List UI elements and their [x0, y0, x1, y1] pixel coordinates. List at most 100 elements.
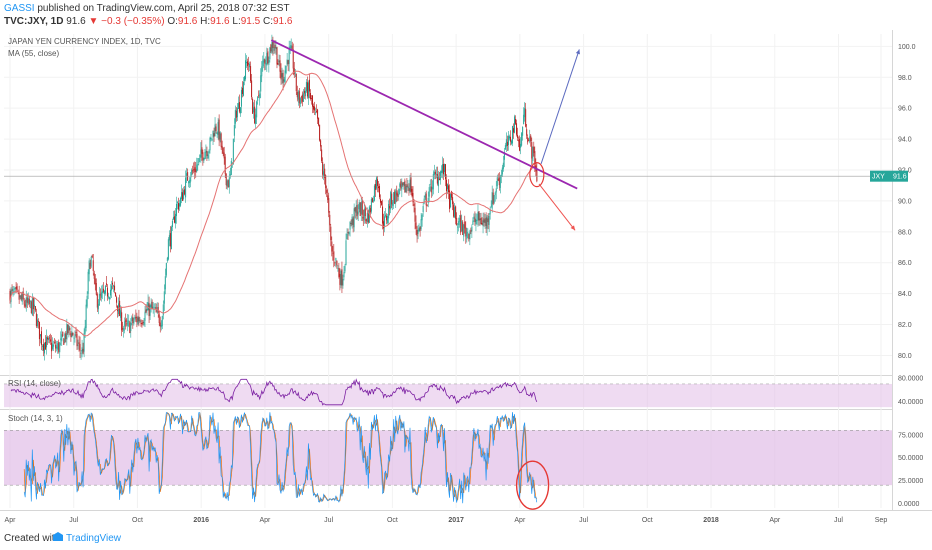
candle — [52, 344, 54, 349]
candle — [313, 105, 315, 110]
candle — [60, 338, 62, 341]
candle — [141, 323, 143, 325]
candle — [18, 293, 20, 300]
candle — [261, 66, 263, 77]
candle — [108, 297, 110, 300]
candle — [418, 228, 420, 231]
candle — [315, 112, 317, 114]
projection-up-arrow[interactable] — [540, 49, 580, 164]
candle — [159, 322, 161, 326]
candle — [267, 51, 269, 64]
candle — [57, 343, 59, 350]
ma-legend: MA (55, close) — [8, 49, 59, 58]
candle — [350, 223, 352, 225]
candle — [476, 220, 478, 221]
candle — [130, 322, 132, 332]
candle — [217, 122, 219, 135]
candle — [146, 308, 148, 311]
candle — [413, 203, 415, 206]
stoch-legend: Stoch (14, 3, 1) — [8, 414, 63, 423]
candle — [489, 208, 491, 215]
candle — [78, 342, 80, 344]
tradingview-brand[interactable]: TradingView — [66, 533, 122, 544]
candle — [253, 107, 255, 113]
candle — [35, 313, 37, 327]
candle — [92, 260, 94, 272]
candle — [15, 286, 17, 289]
candle — [374, 183, 376, 190]
candle — [196, 164, 198, 172]
candle — [397, 194, 399, 197]
candle — [502, 162, 504, 169]
candle — [431, 187, 433, 190]
candle — [166, 257, 168, 261]
candle — [225, 173, 227, 186]
candle — [236, 107, 238, 118]
candle — [435, 173, 437, 175]
candle — [490, 206, 492, 208]
candle — [359, 202, 361, 217]
candle — [209, 137, 211, 151]
candle — [301, 94, 303, 102]
highlight-circle-price[interactable] — [529, 162, 545, 188]
candle — [25, 297, 27, 307]
chart-canvas[interactable]: Apr Jul Oct 2016 Apr Jul Oct 2017 Apr Jul Oct 2018 A… — [0, 30, 932, 528]
x-tick-label: 2017 — [448, 517, 464, 524]
candle — [249, 63, 251, 68]
candle — [80, 352, 82, 354]
candle — [49, 337, 51, 339]
author-link[interactable]: GASSI — [4, 3, 35, 14]
candle — [310, 98, 312, 99]
candle — [194, 167, 196, 172]
candle — [320, 140, 322, 147]
candle — [407, 186, 409, 189]
candle — [233, 125, 235, 136]
candle — [372, 200, 374, 202]
candle — [303, 90, 305, 94]
candle — [353, 208, 355, 228]
candle — [126, 323, 128, 325]
candle — [434, 171, 436, 175]
rsi-line — [10, 378, 538, 406]
candle — [385, 214, 387, 217]
candle — [211, 138, 213, 140]
candle — [408, 188, 410, 191]
candle — [444, 164, 446, 180]
candle — [440, 170, 442, 174]
candle — [331, 241, 333, 252]
highlight-circle-stoch[interactable] — [515, 460, 550, 510]
candle — [409, 179, 411, 192]
candle — [392, 202, 394, 206]
candle — [367, 211, 369, 223]
candle — [59, 342, 61, 353]
candle — [94, 278, 96, 285]
candle — [507, 135, 509, 145]
candle — [156, 309, 158, 312]
moving-average-line — [9, 70, 538, 337]
created-with-label: Created with — [4, 533, 61, 544]
rsi-tick-label: 40.0000 — [898, 399, 923, 406]
candle — [165, 263, 167, 276]
projection-down-arrow[interactable] — [538, 183, 576, 231]
candle — [214, 124, 216, 137]
candle — [61, 334, 63, 342]
candle — [81, 347, 83, 352]
candle — [390, 192, 392, 210]
price-tick-label: 84.0 — [898, 291, 912, 298]
candle — [369, 208, 371, 213]
price-badge[interactable] — [870, 170, 908, 182]
candle — [262, 60, 264, 67]
candle — [53, 344, 55, 347]
candle — [117, 305, 119, 312]
candle — [121, 312, 123, 331]
candle — [510, 140, 512, 144]
candle — [421, 214, 423, 221]
candle — [505, 139, 507, 147]
candle — [23, 300, 25, 305]
candle — [393, 192, 395, 204]
candle — [245, 60, 247, 80]
trendline[interactable] — [270, 39, 578, 190]
candle — [518, 140, 520, 142]
candle — [334, 262, 336, 264]
tradingview-logo-icon[interactable] — [52, 531, 64, 543]
